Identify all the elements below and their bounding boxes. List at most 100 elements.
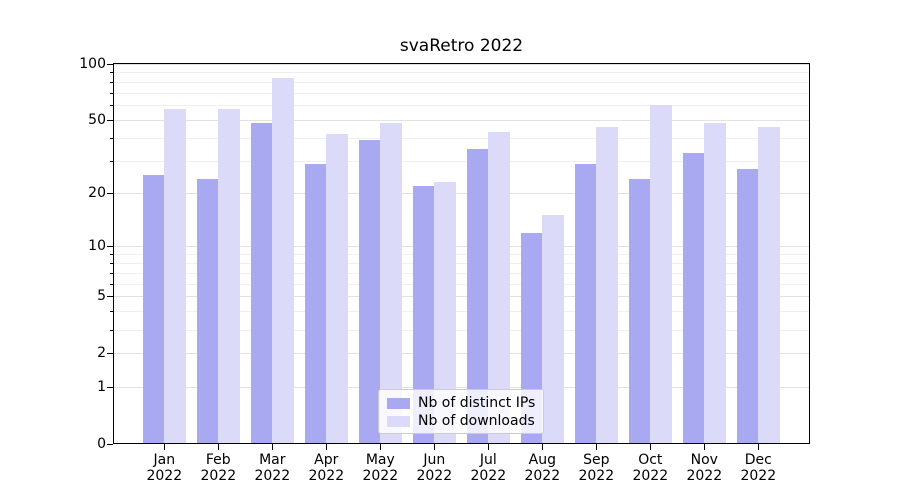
bar-distinct-ips bbox=[250, 123, 273, 444]
bar-distinct-ips bbox=[682, 153, 705, 444]
x-tick bbox=[218, 444, 220, 450]
y-minor-tick bbox=[110, 283, 113, 285]
gridline-major bbox=[113, 296, 810, 298]
bar-downloads bbox=[758, 126, 780, 444]
y-tick bbox=[107, 246, 113, 248]
x-tick bbox=[326, 444, 328, 450]
y-tick-label: 100 bbox=[79, 55, 106, 72]
gridline-minor bbox=[113, 254, 810, 256]
y-tick bbox=[107, 386, 113, 388]
x-tick bbox=[272, 444, 274, 450]
x-tick-year: 2022 bbox=[308, 468, 345, 484]
bar-downloads bbox=[596, 126, 618, 444]
x-tick-month: Feb bbox=[205, 452, 231, 468]
y-tick-label: 20 bbox=[88, 185, 106, 202]
y-minor-tick bbox=[110, 105, 113, 107]
bar-downloads bbox=[704, 123, 726, 444]
y-minor-tick bbox=[110, 311, 113, 313]
gridline-major bbox=[113, 353, 810, 355]
y-tick-label: 10 bbox=[88, 238, 106, 255]
bar-distinct-ips bbox=[466, 148, 489, 444]
gridline-minor bbox=[113, 92, 810, 94]
bar-distinct-ips bbox=[358, 139, 381, 444]
y-minor-tick bbox=[110, 329, 113, 331]
y-minor-tick bbox=[110, 92, 113, 94]
x-tick bbox=[488, 444, 490, 450]
gridline-minor bbox=[113, 329, 810, 331]
y-minor-tick bbox=[110, 262, 113, 264]
bar-downloads bbox=[650, 105, 672, 444]
x-tick-month: Sep bbox=[583, 452, 610, 468]
y-tick bbox=[107, 193, 113, 195]
x-tick-month: May bbox=[365, 452, 395, 468]
y-minor-tick bbox=[110, 254, 113, 256]
y-tick bbox=[107, 444, 113, 445]
x-tick-label: Jun 2022 bbox=[404, 452, 464, 484]
legend-item-distinct-ips: Nb of distinct IPs bbox=[387, 395, 535, 411]
x-tick-month: Dec bbox=[744, 452, 772, 468]
x-tick-year: 2022 bbox=[416, 468, 453, 484]
gridline-minor bbox=[113, 262, 810, 264]
y-tick-label: 0 bbox=[97, 436, 106, 452]
x-tick bbox=[434, 444, 436, 450]
legend: Nb of distinct IPs Nb of downloads bbox=[378, 389, 544, 434]
x-tick-label: Aug 2022 bbox=[512, 452, 572, 484]
x-tick-month: Aug bbox=[528, 452, 556, 468]
x-tick bbox=[542, 444, 544, 450]
gridline-minor bbox=[113, 311, 810, 313]
gridline-minor bbox=[113, 160, 810, 162]
legend-item-downloads: Nb of downloads bbox=[387, 413, 535, 429]
x-tick bbox=[380, 444, 382, 450]
x-tick-label: Feb 2022 bbox=[188, 452, 248, 484]
gridline-major bbox=[113, 119, 810, 121]
x-tick-year: 2022 bbox=[470, 468, 507, 484]
y-minor-tick bbox=[110, 81, 113, 83]
y-tick bbox=[107, 63, 113, 65]
bar-distinct-ips bbox=[196, 178, 219, 444]
x-tick-label: Apr 2022 bbox=[296, 452, 356, 484]
x-tick-month: Oct bbox=[638, 452, 663, 468]
bar-downloads bbox=[488, 132, 510, 444]
y-minor-tick bbox=[110, 272, 113, 274]
gridline-minor bbox=[113, 72, 810, 74]
bar-distinct-ips bbox=[142, 175, 165, 444]
chart-title: svaRetro 2022 bbox=[399, 36, 524, 56]
x-tick-year: 2022 bbox=[740, 468, 777, 484]
bar-distinct-ips bbox=[304, 163, 327, 444]
x-tick-year: 2022 bbox=[146, 468, 183, 484]
x-tick-month: Mar bbox=[259, 452, 286, 468]
bar-distinct-ips bbox=[412, 185, 435, 444]
x-tick bbox=[596, 444, 598, 450]
x-tick-label: May 2022 bbox=[350, 452, 410, 484]
legend-swatch-distinct-ips bbox=[387, 397, 410, 409]
bar-downloads bbox=[272, 77, 294, 444]
x-tick-year: 2022 bbox=[362, 468, 399, 484]
x-tick-year: 2022 bbox=[578, 468, 615, 484]
y-tick-label: 1 bbox=[97, 378, 106, 395]
x-tick-year: 2022 bbox=[632, 468, 669, 484]
x-tick-label: Mar 2022 bbox=[242, 452, 302, 484]
y-tick-label: 50 bbox=[88, 111, 106, 128]
x-tick bbox=[164, 444, 166, 450]
bar-distinct-ips bbox=[736, 169, 759, 444]
bar-downloads bbox=[326, 133, 348, 444]
x-tick-year: 2022 bbox=[254, 468, 291, 484]
x-tick-label: Sep 2022 bbox=[566, 452, 626, 484]
gridline-minor bbox=[113, 283, 810, 285]
x-tick bbox=[758, 444, 760, 450]
x-tick-year: 2022 bbox=[686, 468, 723, 484]
legend-label-distinct-ips: Nb of distinct IPs bbox=[418, 395, 536, 411]
y-tick-label: 2 bbox=[97, 345, 106, 362]
y-minor-tick bbox=[110, 160, 113, 162]
gridline-minor bbox=[113, 81, 810, 83]
gridline-minor bbox=[113, 272, 810, 274]
x-tick-label: Nov 2022 bbox=[674, 452, 734, 484]
legend-swatch-downloads bbox=[387, 415, 410, 427]
y-tick bbox=[107, 119, 113, 121]
gridline-major bbox=[113, 246, 810, 248]
bar-downloads bbox=[164, 109, 186, 444]
y-minor-tick bbox=[110, 72, 113, 74]
y-tick-label: 5 bbox=[97, 288, 106, 305]
y-tick bbox=[107, 296, 113, 298]
